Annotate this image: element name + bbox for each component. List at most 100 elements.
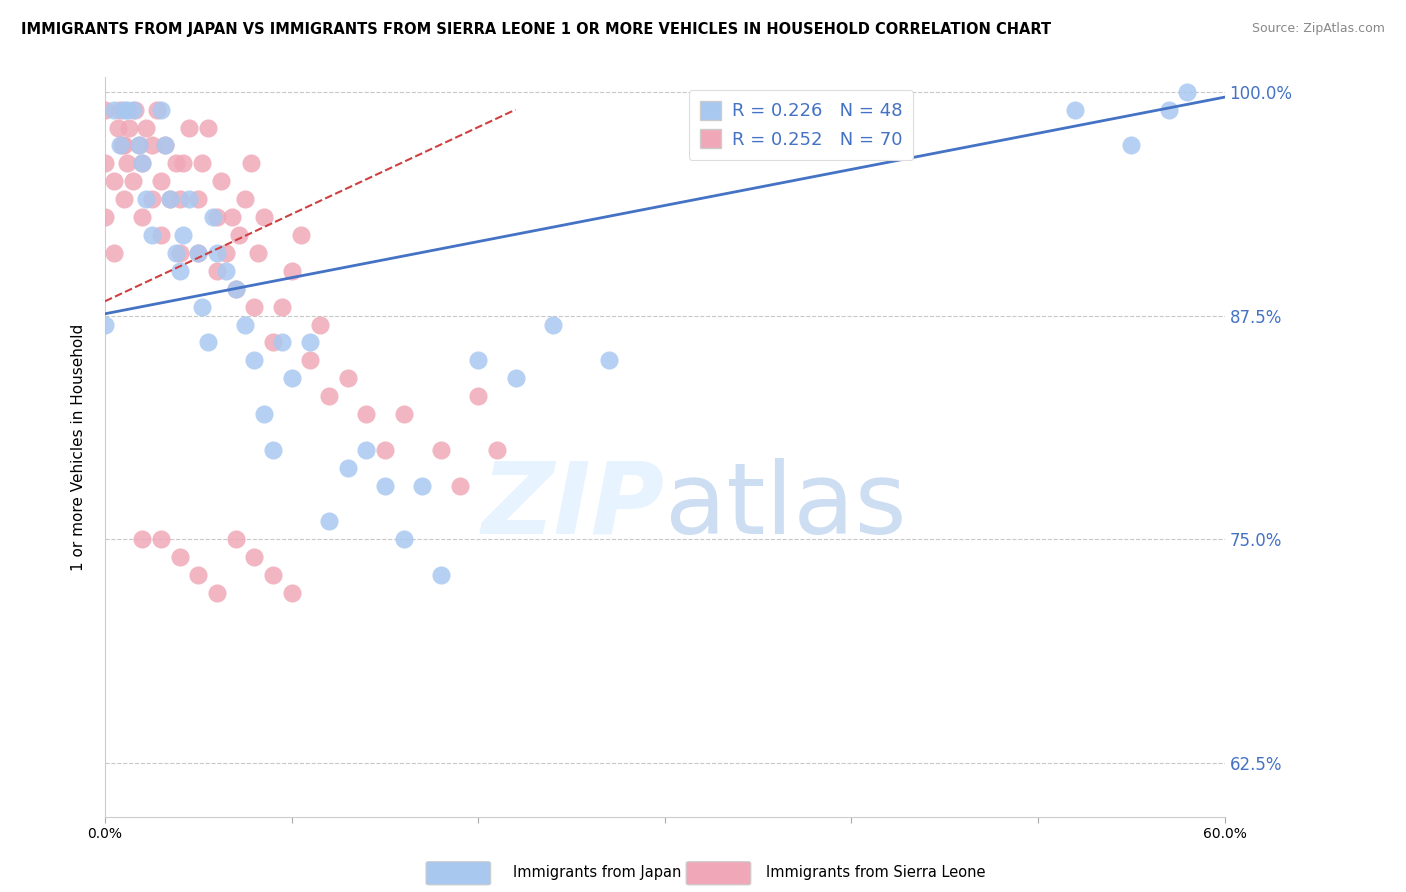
Point — [215, 246, 238, 260]
Point — [112, 192, 135, 206]
Point — [128, 138, 150, 153]
Text: atlas: atlas — [665, 458, 907, 555]
Point — [149, 227, 172, 242]
Point — [131, 533, 153, 547]
Point — [280, 586, 302, 600]
Point — [308, 318, 330, 332]
Point — [290, 227, 312, 242]
Point — [354, 442, 377, 457]
Point — [449, 478, 471, 492]
Point — [169, 550, 191, 565]
Point — [262, 568, 284, 582]
Point — [221, 210, 243, 224]
Point — [191, 300, 214, 314]
Y-axis label: 1 or more Vehicles in Household: 1 or more Vehicles in Household — [72, 324, 86, 571]
Point — [94, 318, 117, 332]
Point — [1121, 138, 1143, 153]
Point — [146, 103, 169, 117]
Point — [262, 335, 284, 350]
Point — [197, 335, 219, 350]
Point — [1177, 85, 1199, 99]
Point — [131, 156, 153, 170]
Point — [165, 246, 187, 260]
Point — [299, 353, 322, 368]
Point — [187, 246, 209, 260]
Point — [467, 389, 489, 403]
Point — [187, 568, 209, 582]
Point — [103, 103, 125, 117]
Point — [430, 568, 453, 582]
Point — [252, 210, 274, 224]
Point — [392, 407, 415, 421]
Point — [172, 227, 194, 242]
Point — [209, 174, 232, 188]
Point — [215, 264, 238, 278]
Point — [336, 460, 359, 475]
Text: Immigrants from Sierra Leone: Immigrants from Sierra Leone — [766, 865, 986, 880]
Point — [299, 335, 322, 350]
Point — [205, 246, 228, 260]
Point — [177, 120, 200, 135]
Point — [112, 103, 135, 117]
Point — [165, 156, 187, 170]
Point — [228, 227, 250, 242]
Point — [318, 515, 340, 529]
Point — [128, 138, 150, 153]
Point — [149, 533, 172, 547]
Point — [187, 246, 209, 260]
Point — [336, 371, 359, 385]
Point — [239, 156, 262, 170]
Point — [354, 407, 377, 421]
Point — [205, 264, 228, 278]
Point — [107, 120, 129, 135]
Point — [1064, 103, 1087, 117]
Point — [177, 192, 200, 206]
Point — [172, 156, 194, 170]
Point — [262, 442, 284, 457]
Point — [374, 442, 396, 457]
Point — [159, 192, 181, 206]
Point — [103, 246, 125, 260]
Point — [247, 246, 270, 260]
Point — [159, 192, 181, 206]
Point — [94, 103, 117, 117]
Point — [131, 156, 153, 170]
Point — [124, 103, 146, 117]
Point — [149, 103, 172, 117]
Point — [280, 264, 302, 278]
Point — [111, 138, 134, 153]
Point — [243, 300, 266, 314]
Point — [243, 550, 266, 565]
Point — [117, 103, 139, 117]
Point — [141, 138, 163, 153]
Text: ZIP: ZIP — [482, 458, 665, 555]
Point — [94, 210, 117, 224]
Point — [131, 210, 153, 224]
Point — [467, 353, 489, 368]
Point — [318, 389, 340, 403]
Point — [271, 300, 294, 314]
Point — [411, 478, 433, 492]
Point — [169, 246, 191, 260]
Point — [205, 210, 228, 224]
Text: Immigrants from Japan: Immigrants from Japan — [513, 865, 682, 880]
Point — [225, 282, 247, 296]
Point — [135, 192, 157, 206]
Point — [541, 318, 564, 332]
Point — [1157, 103, 1180, 117]
Legend: R = 0.226   N = 48, R = 0.252   N = 70: R = 0.226 N = 48, R = 0.252 N = 70 — [689, 90, 914, 160]
Point — [108, 138, 131, 153]
Point — [233, 192, 256, 206]
Point — [747, 890, 769, 892]
Point — [169, 192, 191, 206]
Point — [505, 371, 527, 385]
Point — [598, 353, 620, 368]
Point — [225, 533, 247, 547]
Point — [205, 586, 228, 600]
Point — [202, 210, 225, 224]
Point — [122, 174, 145, 188]
Point — [118, 120, 141, 135]
Point — [197, 120, 219, 135]
Point — [430, 442, 453, 457]
Point — [108, 103, 131, 117]
